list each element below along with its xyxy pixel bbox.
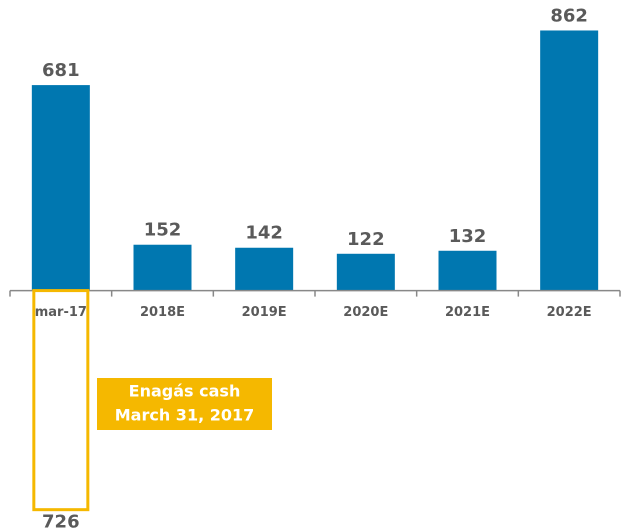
value-label: 681	[42, 60, 80, 81]
bar	[31, 85, 90, 291]
bar	[336, 253, 395, 291]
x-tick-label: 2022E	[547, 305, 592, 320]
x-tick-label: 2020E	[343, 305, 388, 320]
value-label: 122	[347, 229, 385, 250]
bar	[540, 30, 599, 291]
x-tick-label: mar-17	[35, 305, 87, 320]
annotation-box	[97, 378, 272, 430]
value-label: 152	[144, 220, 182, 241]
x-tick-label: 2019E	[242, 305, 287, 320]
annotation-text: March 31, 2017	[115, 406, 255, 425]
cash-box	[32, 289, 90, 512]
cash-label: 726	[42, 512, 80, 532]
x-tick-label: 2021E	[445, 305, 490, 320]
bar	[235, 247, 294, 291]
bar	[438, 250, 497, 291]
bar	[133, 244, 192, 291]
value-label: 142	[245, 223, 283, 244]
x-tick-label: 2018E	[140, 305, 185, 320]
value-label: 862	[550, 5, 588, 26]
value-label: 132	[449, 226, 487, 247]
annotation-text: Enagás cash	[129, 382, 241, 401]
